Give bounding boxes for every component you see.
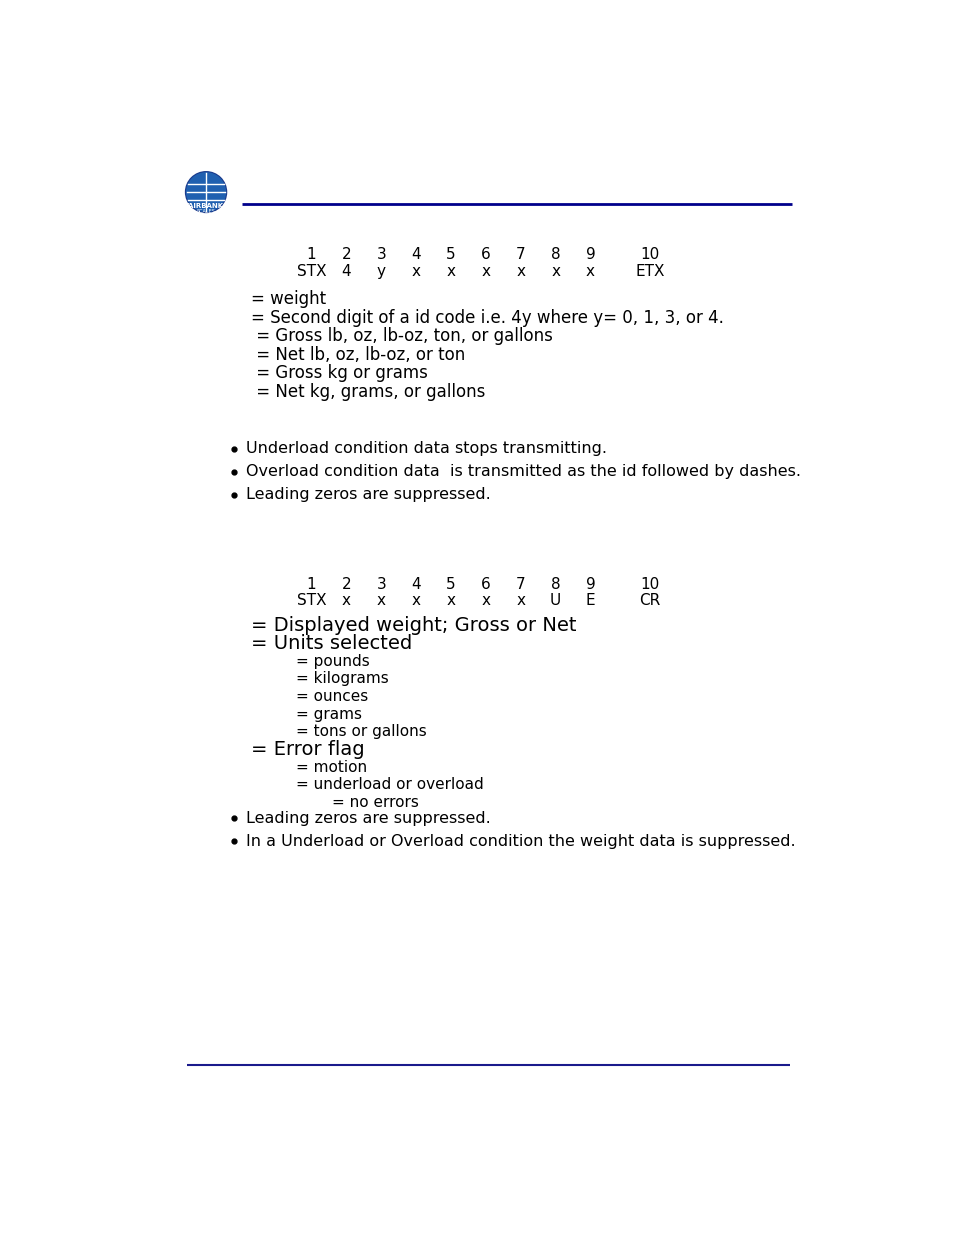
Text: x: x <box>481 594 490 609</box>
Text: x: x <box>481 264 490 279</box>
Text: 1: 1 <box>306 577 316 592</box>
Text: 8: 8 <box>550 577 559 592</box>
Text: = Second digit of a id code i.e. 4y where y= 0, 1, 3, or 4.: = Second digit of a id code i.e. 4y wher… <box>251 309 723 326</box>
Text: U: U <box>549 594 560 609</box>
Text: 9: 9 <box>585 577 595 592</box>
Text: 2: 2 <box>341 247 351 262</box>
Text: 3: 3 <box>375 247 386 262</box>
Text: y: y <box>376 264 385 279</box>
Text: = no errors: = no errors <box>332 795 418 810</box>
Text: 4: 4 <box>341 264 351 279</box>
Text: = underload or overload: = underload or overload <box>295 778 483 793</box>
Text: 6: 6 <box>480 247 490 262</box>
Text: x: x <box>446 594 455 609</box>
Text: = ounces: = ounces <box>295 689 368 704</box>
Text: x: x <box>411 264 420 279</box>
Text: = Net kg, grams, or gallons: = Net kg, grams, or gallons <box>251 383 485 400</box>
Text: 1: 1 <box>306 247 316 262</box>
Text: x: x <box>516 264 525 279</box>
Text: = Displayed weight; Gross or Net: = Displayed weight; Gross or Net <box>251 616 576 635</box>
Text: 4: 4 <box>411 577 420 592</box>
Text: 7: 7 <box>516 247 525 262</box>
Text: x: x <box>516 594 525 609</box>
Text: = motion: = motion <box>295 760 367 774</box>
Text: 9: 9 <box>585 247 595 262</box>
Text: FAIRBANKS: FAIRBANKS <box>184 203 228 209</box>
Text: Leading zeros are suppressed.: Leading zeros are suppressed. <box>245 487 490 503</box>
Text: 4: 4 <box>411 247 420 262</box>
Text: 10: 10 <box>639 247 659 262</box>
Text: x: x <box>376 594 385 609</box>
Text: STX: STX <box>296 594 326 609</box>
Text: = weight: = weight <box>251 290 326 308</box>
Text: 5: 5 <box>446 247 456 262</box>
Text: = Units selected: = Units selected <box>251 634 412 653</box>
Text: = Gross lb, oz, lb-oz, ton, or gallons: = Gross lb, oz, lb-oz, ton, or gallons <box>251 327 553 345</box>
Text: CR: CR <box>639 594 660 609</box>
Text: = Net lb, oz, lb-oz, or ton: = Net lb, oz, lb-oz, or ton <box>251 346 465 363</box>
Text: Leading zeros are suppressed.: Leading zeros are suppressed. <box>245 810 490 826</box>
Text: = Error flag: = Error flag <box>251 740 364 760</box>
Text: ETX: ETX <box>635 264 664 279</box>
Text: x: x <box>411 594 420 609</box>
Text: x: x <box>551 264 559 279</box>
Text: 2: 2 <box>341 577 351 592</box>
Text: Overload condition data  is transmitted as the id followed by dashes.: Overload condition data is transmitted a… <box>245 464 800 479</box>
Text: x: x <box>585 264 595 279</box>
Text: 5: 5 <box>446 577 456 592</box>
Text: E: E <box>585 594 595 609</box>
Text: 8: 8 <box>550 247 559 262</box>
Text: 7: 7 <box>516 577 525 592</box>
Circle shape <box>186 172 226 212</box>
Text: = Gross kg or grams: = Gross kg or grams <box>251 364 428 382</box>
Circle shape <box>187 173 225 211</box>
Text: Underload condition data stops transmitting.: Underload condition data stops transmitt… <box>245 441 606 456</box>
Text: = tons or gallons: = tons or gallons <box>295 725 426 740</box>
Text: SCALES: SCALES <box>196 209 215 214</box>
Text: 6: 6 <box>480 577 490 592</box>
Text: STX: STX <box>296 264 326 279</box>
Text: = kilograms: = kilograms <box>295 672 388 687</box>
Text: x: x <box>341 594 351 609</box>
Text: In a Underload or Overload condition the weight data is suppressed.: In a Underload or Overload condition the… <box>245 834 795 848</box>
Text: = pounds: = pounds <box>295 653 370 668</box>
Text: x: x <box>446 264 455 279</box>
Text: = grams: = grams <box>295 706 361 721</box>
Text: 3: 3 <box>375 577 386 592</box>
Text: 10: 10 <box>639 577 659 592</box>
